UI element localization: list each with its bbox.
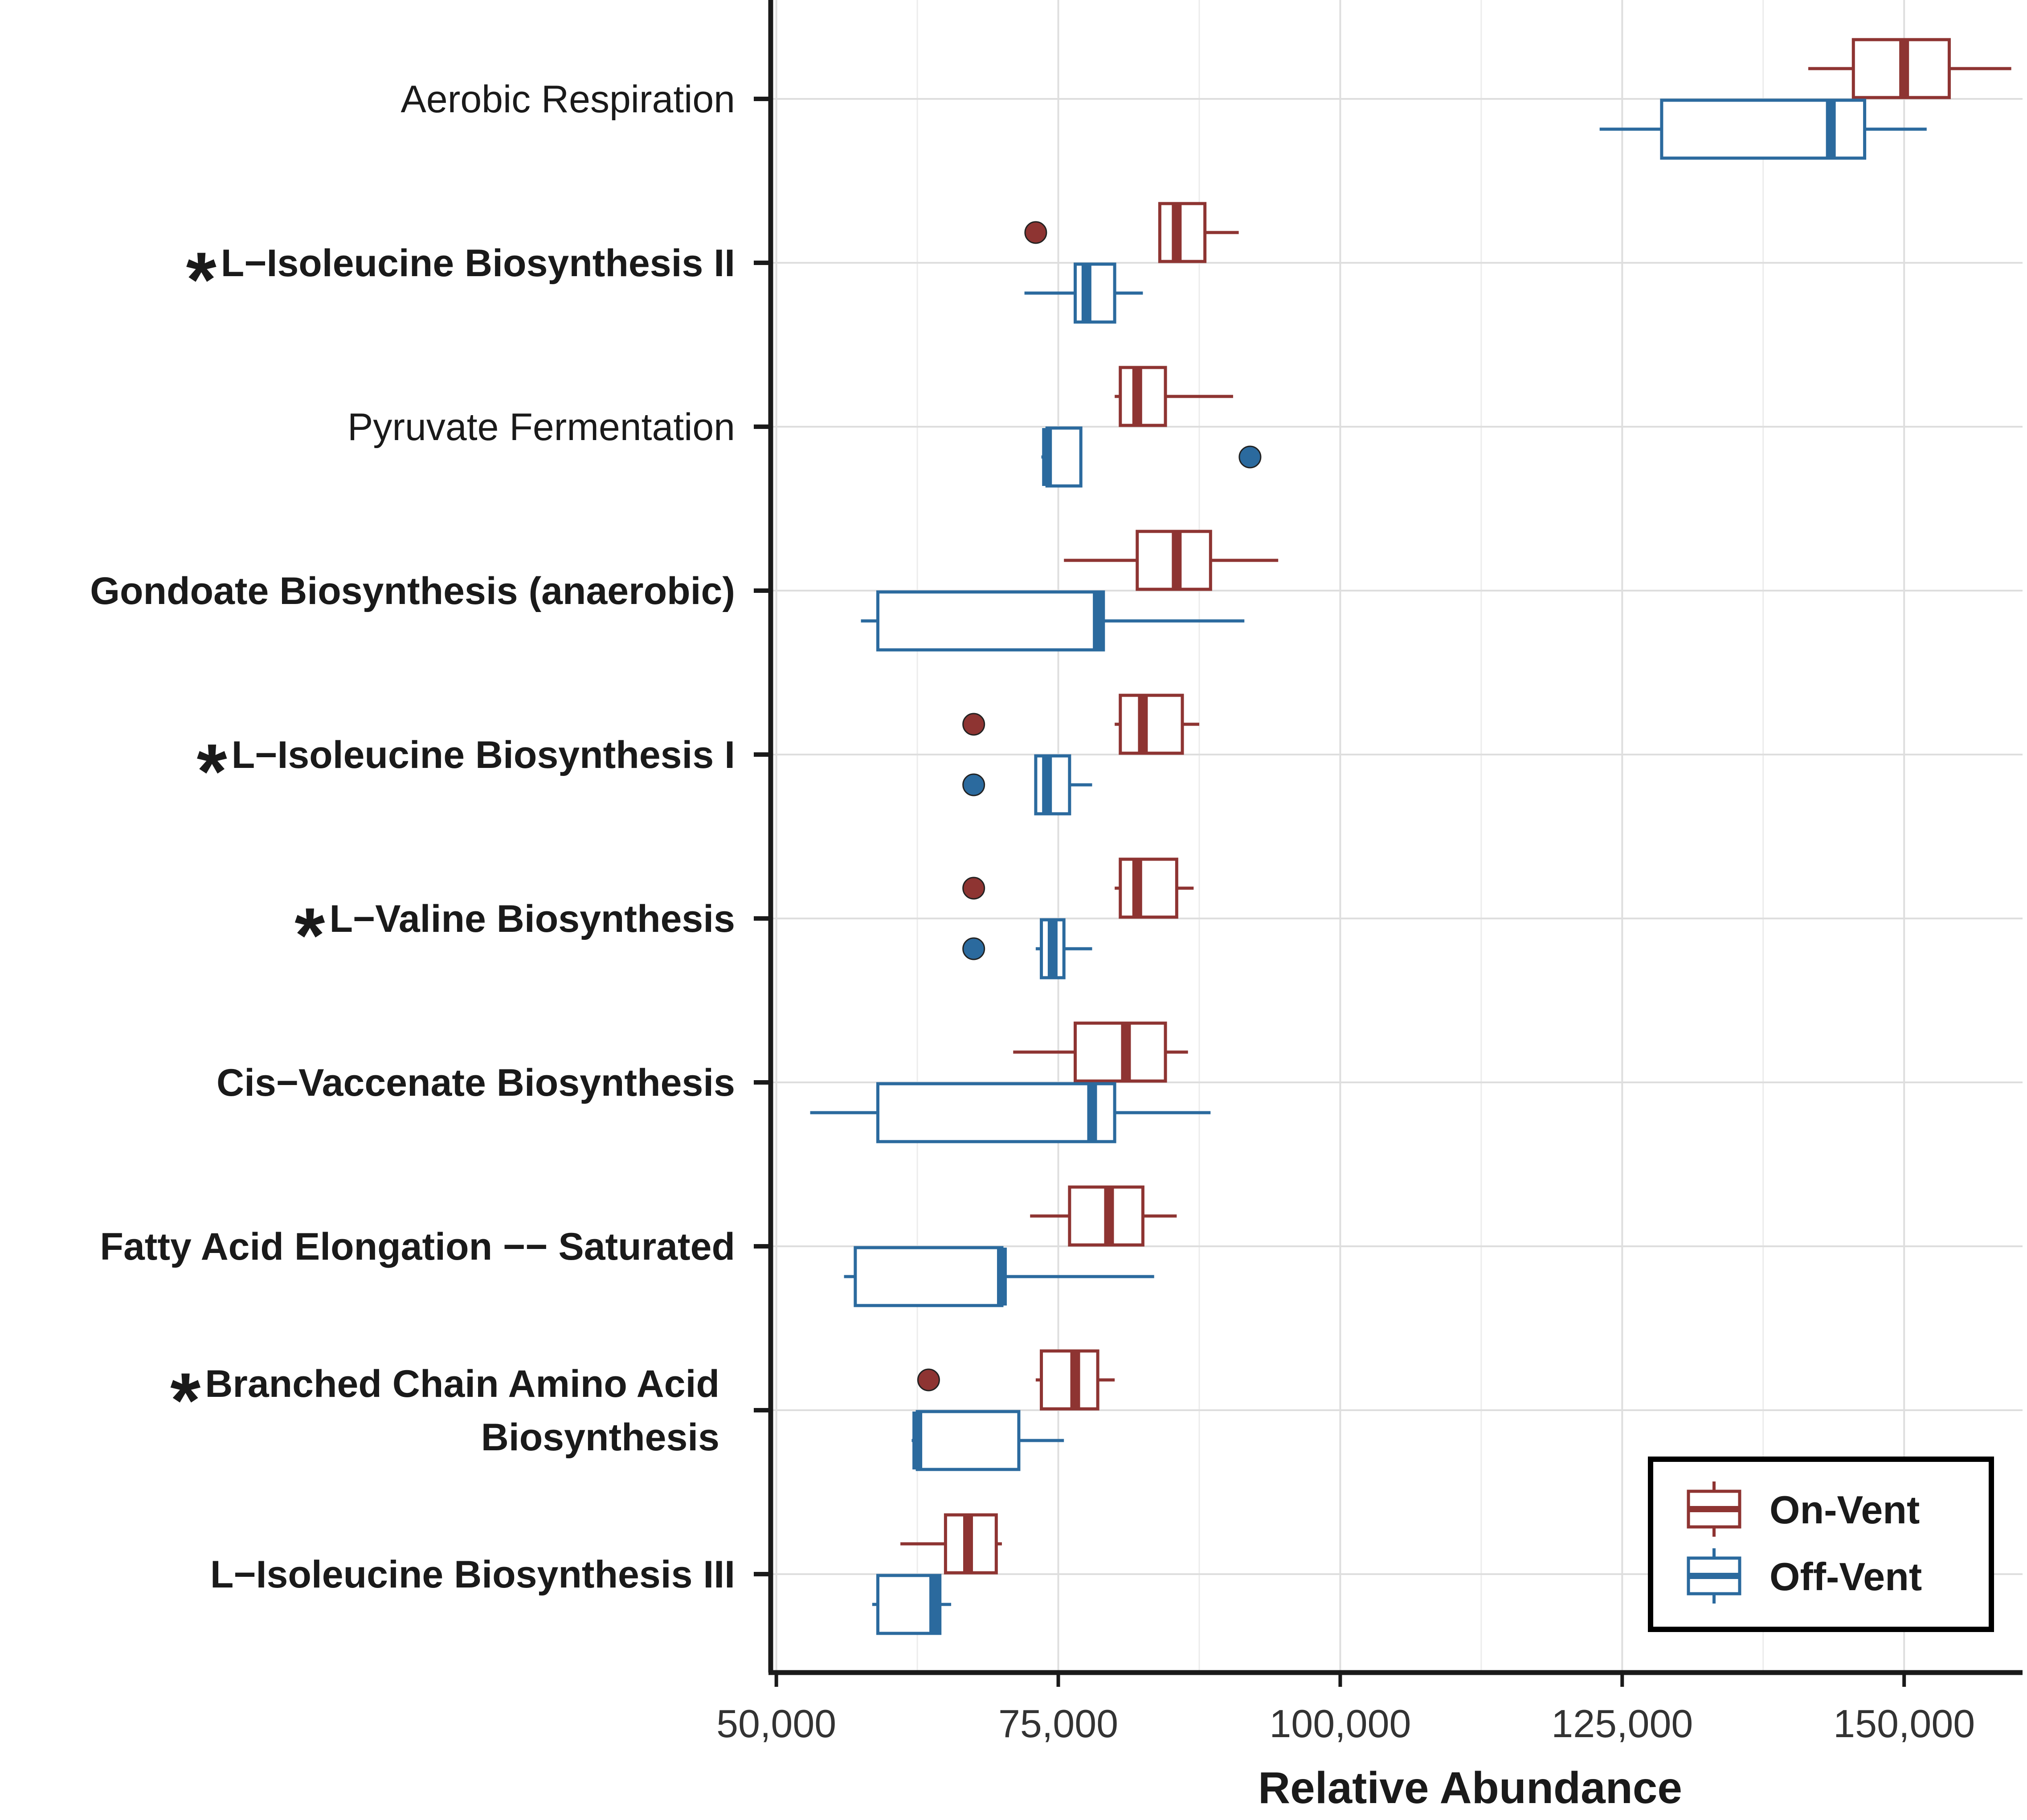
x-tick-label: 150,000 [1833, 1702, 1975, 1746]
outlier-point [962, 773, 985, 796]
outlier-point [917, 1368, 940, 1392]
box [1040, 1349, 1099, 1411]
y-axis-label: L−Isoleucine Biosynthesis III [210, 1553, 735, 1596]
y-axis-label: Biosynthesis [481, 1416, 719, 1459]
box [1119, 366, 1167, 427]
category-row [844, 1185, 1177, 1307]
y-axis-label: L−Isoleucine Biosynthesis II [221, 242, 735, 285]
box-group [900, 1513, 1002, 1575]
x-tick-label: 125,000 [1551, 1702, 1693, 1746]
box [876, 590, 1105, 652]
y-axis-label: Branched Chain Amino Acid [205, 1363, 719, 1405]
significance-asterisk: * [186, 237, 217, 323]
category-row [872, 1513, 1002, 1635]
category-row [1599, 38, 2011, 160]
outlier-point [962, 713, 985, 736]
y-axis-label: Pyruvate Fermentation [347, 406, 735, 449]
legend-box [1648, 1457, 1994, 1632]
legend-label: On-Vent [1770, 1488, 1920, 1532]
y-axis-label: L−Isoleucine Biosynthesis I [232, 734, 735, 776]
axes [754, 0, 2023, 1675]
category-row [810, 1021, 1211, 1143]
significance-asterisk: * [197, 728, 227, 815]
box-group [810, 1082, 1211, 1143]
box [876, 1082, 1116, 1143]
category-row [1024, 202, 1239, 324]
box-group [1064, 530, 1279, 591]
box-group [861, 590, 1245, 652]
box-group [1808, 38, 2011, 99]
legend-item-on: On-Vent [1687, 1481, 1920, 1537]
significance-asterisk: * [170, 1357, 200, 1444]
y-axis-label: L−Valine Biosynthesis [329, 898, 735, 940]
x-tick-label: 50,000 [716, 1702, 836, 1746]
y-axis-label: Cis−Vaccenate Biosynthesis [217, 1061, 735, 1104]
x-tick-label: 75,000 [998, 1702, 1118, 1746]
legend: On-Vent Off-Vent [1648, 1457, 1994, 1632]
category-row [1041, 366, 1262, 488]
box-group [962, 857, 1194, 919]
x-axis-title: Relative Abundance [1258, 1763, 1682, 1813]
box [1045, 426, 1083, 488]
box [915, 1410, 1021, 1471]
box-group [1599, 98, 1927, 160]
box-group [917, 1349, 1115, 1411]
boxplots [810, 38, 2011, 1635]
box-group [1024, 202, 1239, 263]
box-group [844, 1246, 1154, 1307]
box [1074, 1021, 1167, 1083]
box-group [962, 694, 1199, 755]
box-group [872, 1574, 952, 1635]
box [1119, 857, 1178, 919]
box [854, 1246, 1004, 1307]
box-group [1041, 426, 1262, 488]
outlier-point [962, 937, 985, 960]
box-group [962, 918, 1092, 979]
box-group [962, 754, 1092, 816]
legend-item-off: Off-Vent [1687, 1548, 1922, 1604]
outlier-point [1238, 445, 1262, 469]
box-group [1013, 1021, 1188, 1083]
box-group [1030, 1185, 1177, 1247]
y-axis-label: Aerobic Respiration [401, 78, 735, 121]
category-row [861, 530, 1279, 652]
box [1119, 694, 1184, 755]
significance-asterisk: * [294, 892, 325, 979]
box-group [1115, 366, 1233, 427]
box [1074, 262, 1116, 324]
box-group [911, 1410, 1064, 1471]
box [1158, 202, 1207, 263]
y-axis-label: Gondoate Biosynthesis (anaerobic) [90, 570, 735, 612]
box-group [1024, 262, 1143, 324]
x-axis-ticks: 50,000 75,000 100,000 125,000 150,000 [716, 1673, 1975, 1746]
outlier-point [962, 877, 985, 900]
category-row [962, 694, 1199, 816]
grid [771, 0, 2023, 1673]
outlier-point [1024, 221, 1047, 244]
category-row [962, 857, 1194, 979]
legend-label: Off-Vent [1770, 1555, 1922, 1599]
y-axis-label: Fatty Acid Elongation −− Saturated [100, 1225, 735, 1268]
category-row [911, 1349, 1115, 1471]
box [1034, 754, 1071, 816]
y-axis-labels: Aerobic Respiration L−Isoleucine Biosynth… [90, 78, 735, 1596]
x-tick-label: 100,000 [1269, 1702, 1411, 1746]
